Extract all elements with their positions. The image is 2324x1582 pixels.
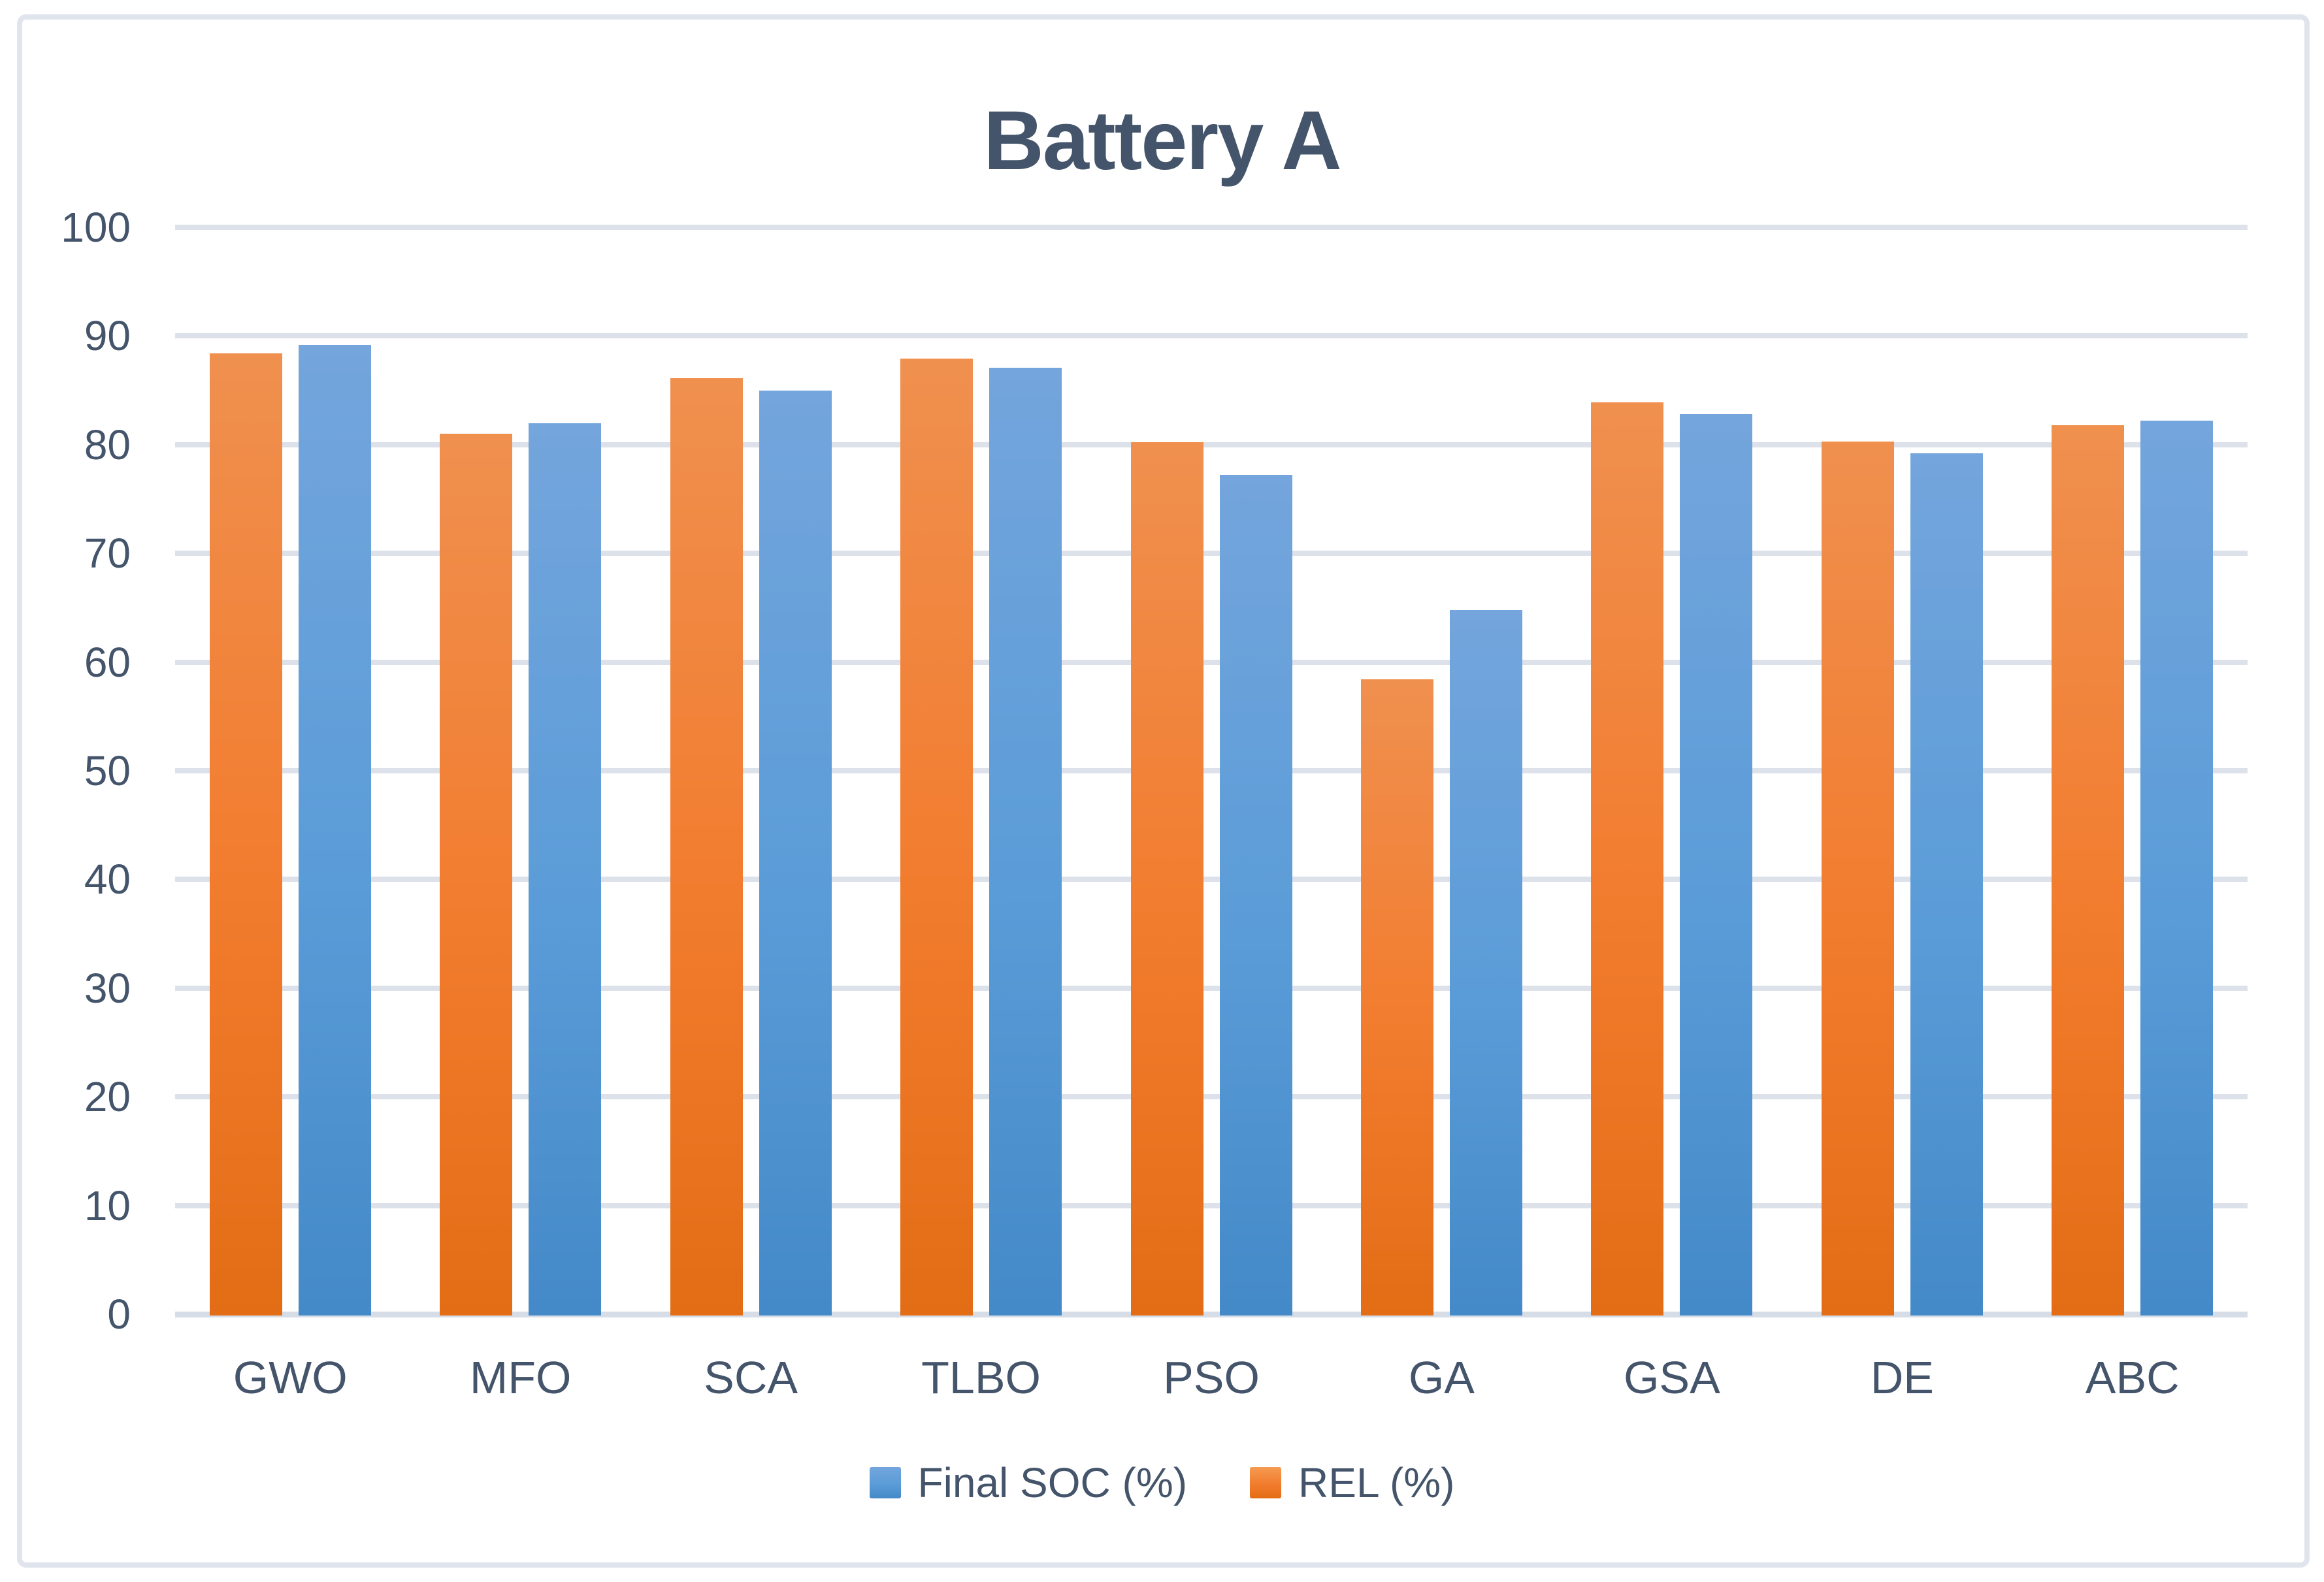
- y-tick-label: 70: [84, 530, 131, 577]
- bar-rel-pso: [1130, 442, 1203, 1316]
- gridline: [175, 1094, 2248, 1100]
- bar-final-soc-de: [1910, 453, 1983, 1316]
- gridline: [175, 442, 2248, 447]
- bar-rel-ga: [1360, 679, 1433, 1316]
- y-tick-label: 40: [84, 856, 131, 903]
- bar-final-soc-sca: [759, 390, 832, 1316]
- x-axis-line: [175, 1312, 2248, 1317]
- gridline: [175, 985, 2248, 991]
- y-tick-label: 10: [84, 1182, 131, 1229]
- bar-final-soc-abc: [2140, 421, 2214, 1316]
- y-tick-label: 20: [84, 1073, 131, 1121]
- bar-final-soc-ga: [1449, 609, 1522, 1316]
- gridline: [175, 877, 2248, 882]
- y-tick-label: 30: [84, 964, 131, 1012]
- bar-final-soc-pso: [1219, 475, 1292, 1316]
- y-tick-label: 90: [84, 312, 131, 360]
- bar-rel-sca: [670, 378, 743, 1316]
- bar-final-soc-tlbo: [989, 367, 1062, 1316]
- gridline: [175, 551, 2248, 557]
- bar-rel-gwo: [209, 353, 282, 1316]
- gridline: [175, 1203, 2248, 1208]
- bar-final-soc-mfo: [529, 423, 602, 1316]
- legend-item: REL (%): [1250, 1462, 1454, 1504]
- x-axis-label-ga: GA: [1408, 1352, 1475, 1403]
- legend-label: REL (%): [1298, 1459, 1455, 1506]
- legend: Final SOC (%) REL (%): [0, 1462, 2324, 1504]
- bar-final-soc-gsa: [1680, 414, 1753, 1316]
- bar-rel-gsa: [1591, 402, 1664, 1316]
- bar-final-soc-gwo: [298, 344, 371, 1316]
- legend-label: Final SOC (%): [917, 1459, 1188, 1506]
- y-tick-label: 80: [84, 421, 131, 468]
- y-tick-label: 60: [84, 638, 131, 686]
- gridline: [175, 333, 2248, 339]
- x-axis-label-abc: ABC: [2085, 1352, 2180, 1403]
- legend-marker-final-soc: [869, 1467, 901, 1498]
- legend-marker-rel: [1250, 1467, 1282, 1498]
- y-tick-label: 0: [107, 1291, 131, 1338]
- y-tick-label: 50: [84, 747, 131, 794]
- x-axis-label-gwo: GWO: [233, 1352, 348, 1403]
- x-axis-label-pso: PSO: [1163, 1352, 1260, 1403]
- x-axis-label-sca: SCA: [704, 1352, 798, 1403]
- gridline: [175, 659, 2248, 665]
- gridline: [175, 768, 2248, 773]
- chart-title: Battery A: [983, 94, 1341, 187]
- bar-rel-tlbo: [900, 359, 974, 1316]
- bar-rel-mfo: [440, 434, 513, 1316]
- bar-rel-abc: [2052, 425, 2125, 1316]
- x-axis-label-gsa: GSA: [1623, 1352, 1720, 1403]
- gridline: [175, 225, 2248, 230]
- legend-item: Final SOC (%): [869, 1459, 1188, 1506]
- x-axis-label-mfo: MFO: [469, 1352, 572, 1403]
- bar-rel-de: [1821, 441, 1894, 1316]
- x-axis-label-de: DE: [1870, 1352, 1934, 1403]
- y-tick-label: 100: [61, 204, 131, 251]
- x-axis-label-tlbo: TLBO: [921, 1352, 1041, 1403]
